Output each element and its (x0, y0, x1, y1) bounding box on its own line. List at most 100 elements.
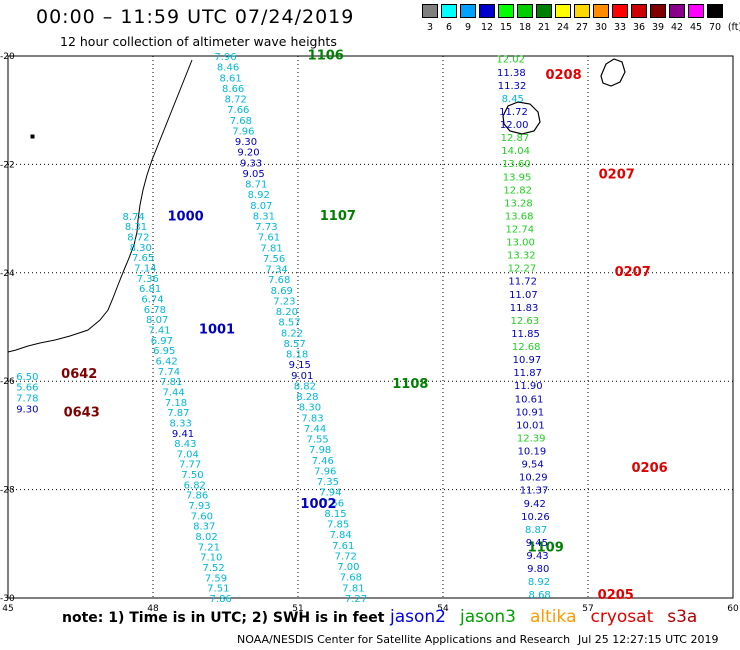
wave-height-value: 8.31 (253, 211, 275, 222)
scale-swatch (612, 4, 628, 18)
wave-height-value: 8.30 (299, 403, 321, 414)
wave-height-value: 11.38 (497, 68, 526, 79)
wave-height-value: 7.96 (232, 126, 254, 137)
scale-swatch (707, 4, 723, 18)
wave-height-value: 13.68 (505, 211, 534, 222)
scale-label: 6 (445, 22, 453, 33)
wave-height-value: 6.74 (141, 295, 163, 306)
scale-swatch (631, 4, 647, 18)
wave-height-value: 11.32 (498, 81, 527, 92)
wave-height-value: 9.20 (237, 148, 259, 159)
wave-height-value: 7.34 (266, 265, 288, 276)
wave-height-value: 7.68 (340, 573, 362, 584)
wave-height-value: 11.37 (520, 486, 549, 497)
altimeter-tracks: 7.968.468.618.668.727.667.687.969.309.20… (16, 48, 667, 605)
wave-height-value: 8.45 (502, 94, 524, 105)
wave-height-value: 8.57 (283, 339, 305, 350)
pass-label: 0205 (598, 588, 634, 603)
wave-height-value: 10.97 (513, 355, 542, 366)
scale-label: 39 (651, 22, 665, 33)
wave-height-value: 11.72 (499, 107, 528, 118)
pass-label: 0207 (615, 265, 651, 280)
scale-label: 9 (464, 22, 472, 33)
wave-height-value: 14.04 (501, 146, 530, 157)
wave-height-value: 8.18 (286, 350, 308, 361)
wave-height-value: 7.52 (202, 563, 224, 574)
scale-label: 45 (689, 22, 703, 33)
wave-height-value: 9.42 (524, 499, 546, 510)
lon-tick-label: 51 (292, 604, 303, 614)
lon-tick-label: 48 (147, 604, 159, 614)
footer-note: note: 1) Time is in UTC; 2) SWH is in fe… (62, 610, 385, 626)
map-frame (7, 55, 734, 599)
pass-label: 0208 (545, 68, 581, 83)
scale-swatch (422, 4, 438, 18)
wave-height-value: 7.61 (332, 541, 354, 552)
wave-height-value: 7.87 (167, 408, 189, 419)
wave-height-value: 8.43 (174, 439, 196, 450)
scale-swatch (536, 4, 552, 18)
pass-label: 1106 (308, 48, 344, 63)
scale-unit: (ft) (727, 22, 740, 33)
wave-height-value: 9.15 (289, 360, 311, 371)
wave-height-value: 7.86 (210, 594, 232, 605)
wave-height-value: 7.27 (345, 594, 367, 605)
wave-height-value: 9.54 (521, 460, 543, 471)
wave-height-value: 8.72 (127, 233, 149, 244)
axis-labels: 45 48 51 54 57 60 -20 -22 -24 -26 -28 -30 (0, 52, 739, 614)
scale-swatch (574, 4, 590, 18)
satellite-jason3: jason3 (460, 607, 516, 627)
wave-height-value: 7.60 (191, 511, 213, 522)
lon-tick-label: 57 (582, 604, 593, 614)
wave-height-value: 10.26 (521, 512, 550, 523)
wave-height-value: 7.73 (255, 222, 277, 233)
wave-height-value: 8.74 (123, 212, 145, 223)
scale-label: 33 (613, 22, 627, 33)
wave-height-value: 7.78 (16, 393, 38, 404)
map-title: 00:00 – 11:59 UTC 07/24/2019 (36, 6, 355, 28)
scale-swatch (479, 4, 495, 18)
satellite-s3a: s3a (667, 607, 698, 627)
wave-height-value: 12.00 (500, 120, 529, 131)
wave-height-value: 7.59 (205, 573, 227, 584)
wave-height-value: 7.96 (214, 52, 236, 63)
wave-height-value: 7.65 (132, 253, 154, 264)
wave-height-value: 7.14 (134, 264, 156, 275)
pass-label: 1002 (300, 497, 336, 512)
wave-height-value: 8.71 (245, 180, 267, 191)
pass-label: 1107 (320, 209, 356, 224)
wave-height-value: 8.22 (281, 328, 303, 339)
lat-lon-grid (7, 55, 734, 599)
wave-height-value: 7.83 (301, 413, 323, 424)
scale-swatch (498, 4, 514, 18)
credit-line: NOAA/NESDIS Center for Satellite Applica… (237, 633, 571, 646)
wave-height-value: 10.29 (519, 473, 548, 484)
wave-height-value: 7.94 (319, 488, 341, 499)
wave-height-value: 7.98 (309, 445, 331, 456)
wave-height-value: 11.72 (508, 277, 537, 288)
wave-height-value: 7.23 (273, 296, 295, 307)
map-subtitle: 12 hour collection of altimeter wave hei… (60, 34, 337, 49)
wave-height-value: 8.68 (529, 590, 551, 601)
scale-swatch (669, 4, 685, 18)
wave-height-value: 8.20 (276, 307, 298, 318)
wave-height-value: 6.50 (16, 372, 38, 383)
wave-height-value: 8.92 (528, 577, 550, 588)
wave-height-value: 11.07 (509, 290, 538, 301)
wave-height-value: 7.41 (148, 325, 170, 336)
wave-height-value: 7.18 (165, 398, 187, 409)
wave-height-value: 7.68 (230, 116, 252, 127)
coastlines (7, 58, 626, 353)
satellite-altika: altika (530, 607, 577, 627)
wave-height-value: 7.84 (330, 530, 352, 541)
scale-swatch (688, 4, 704, 18)
pass-label: 0643 (64, 406, 100, 421)
lon-tick-label: 60 (727, 604, 739, 614)
wave-height-value: 7.36 (137, 274, 159, 285)
wave-height-value: 13.32 (507, 251, 536, 262)
wave-height-value: 11.87 (513, 368, 542, 379)
wave-height-value: 12.68 (512, 342, 541, 353)
wave-height-value: 8.92 (248, 190, 270, 201)
wave-height-value: 9.30 (16, 404, 38, 415)
timestamp: Jul 25 12:27:15 UTC 2019 (578, 633, 719, 646)
